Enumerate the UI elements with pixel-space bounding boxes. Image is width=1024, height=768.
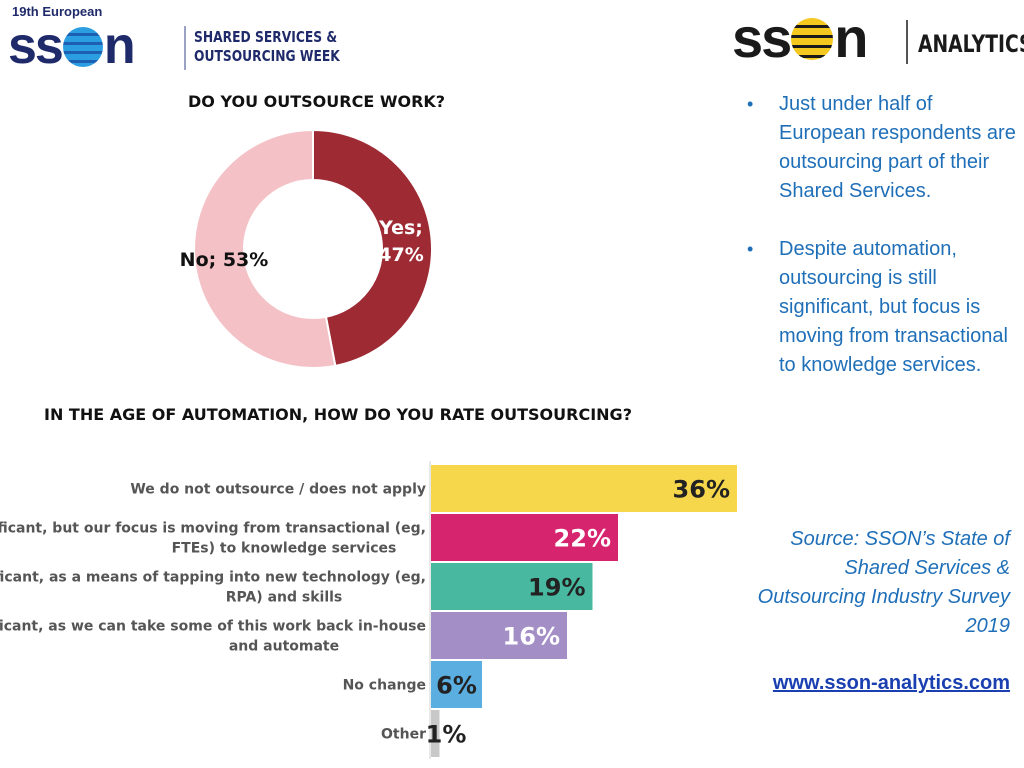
donut-label-no: No; 53%	[180, 249, 269, 271]
donut-slice-no	[193, 128, 337, 369]
sson-analytics-link[interactable]: www.sson-analytics.com	[772, 672, 1010, 694]
donut-title: DO YOU OUTSOURCE WORK?	[188, 92, 446, 111]
sson-analytics-logo: ss n ANALYTICS	[732, 8, 1024, 70]
logo-event-name: SHARED SERVICES & OUTSOURCING WEEK	[194, 28, 340, 66]
bar-value-label: 22%	[554, 525, 611, 553]
bar	[431, 563, 593, 610]
category-label: ficant, but our focus is moving from tra…	[0, 521, 426, 557]
logo-tagline: ANALYTICS	[918, 30, 1024, 58]
bar-value-label: 36%	[673, 476, 730, 504]
bar	[431, 465, 737, 512]
bullet-icon: •	[747, 239, 754, 259]
category-label: We do not outsource / does not apply	[130, 482, 426, 498]
bar-value-label: 19%	[528, 574, 585, 602]
bar-value-label: 16%	[503, 623, 560, 651]
sson-week-logo: 19th European ss n SHARED SERVICES & OUTS…	[8, 4, 340, 75]
bar	[431, 612, 567, 659]
logo-divider	[184, 26, 186, 70]
source-note: Source: SSON’s State of Shared Services …	[757, 528, 1010, 637]
bar	[431, 710, 440, 757]
logo-event-line2: OUTSOURCING WEEK	[194, 47, 340, 65]
bar-value-label: 6%	[436, 672, 477, 700]
key-findings-list: • Just under half of European respondents…	[745, 90, 1020, 409]
logo-wordmark: ss n	[8, 17, 136, 75]
category-label: ficant, as a means of tapping into new t…	[0, 570, 426, 606]
logo-edition: 19th European	[12, 4, 103, 19]
donut-slice-yes	[312, 128, 433, 368]
bullet-icon: •	[747, 94, 754, 114]
key-finding: • Just under half of European respondents…	[745, 90, 1020, 206]
bar	[431, 514, 618, 561]
bar-value-label: 1%	[426, 721, 467, 749]
logo-wordmark: ss n	[732, 6, 869, 69]
category-label: No change	[343, 678, 426, 694]
logo-divider	[906, 20, 908, 64]
bar-chart-title: IN THE AGE OF AUTOMATION, HOW DO YOU RAT…	[44, 405, 632, 424]
bar	[431, 661, 482, 708]
logo-event-line1: SHARED SERVICES &	[194, 28, 338, 46]
sun-icon	[791, 18, 834, 60]
key-finding-text: Despite automation, outsourcing is still…	[779, 238, 1008, 376]
donut-chart: Yes; 47% No; 53%	[180, 128, 433, 369]
globe-icon	[62, 27, 103, 67]
category-label: Other	[381, 727, 426, 743]
category-label: ficant, as we can take some of this work…	[0, 619, 426, 655]
key-finding-text: Just under half of European respondents …	[779, 93, 1016, 202]
donut-label-yes: Yes; 47%	[378, 217, 424, 266]
key-finding: • Despite automation, outsourcing is stil…	[745, 235, 1020, 380]
bar-chart: 36% We do not outsource / does not apply 2…	[0, 461, 737, 759]
